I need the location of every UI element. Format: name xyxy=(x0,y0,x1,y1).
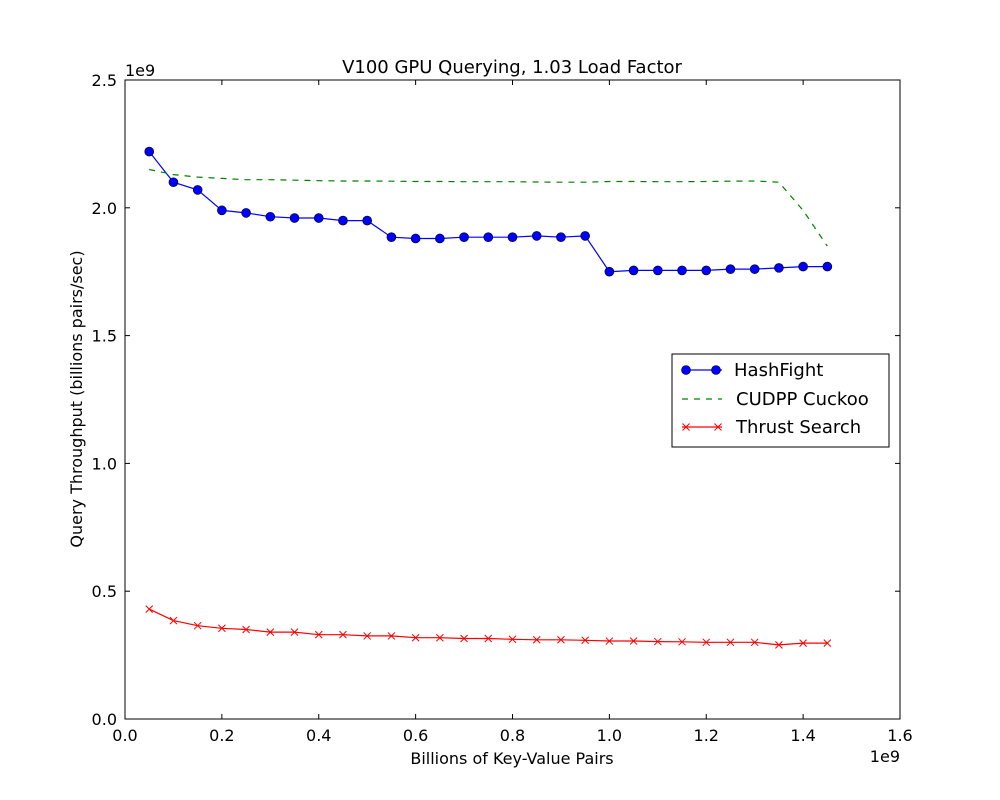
data-point-thrust-search xyxy=(605,637,614,645)
data-point-thrust-search xyxy=(775,641,783,649)
data-point-thrust-search xyxy=(314,630,323,639)
data-point-hashfight xyxy=(362,215,372,226)
data-point-hashfight xyxy=(435,233,445,244)
x-tick-labels: 0.0 0.2 0.4 0.6 0.8 1.0 1.2 1.4 1.6 xyxy=(112,726,912,745)
y-axis-label: Query Throughput (billions pairs/sec) xyxy=(67,250,86,547)
data-point-thrust-search xyxy=(726,638,735,647)
data-point-hashfight xyxy=(507,232,518,242)
legend-marker-thrust-search xyxy=(714,423,722,431)
data-point-thrust-search xyxy=(581,636,590,645)
legend-marker-thrust-search xyxy=(682,423,690,431)
data-point-hashfight xyxy=(386,232,397,242)
data-point-hashfight xyxy=(774,263,784,273)
y-tick-label: 2.0 xyxy=(92,199,117,218)
data-point-thrust-search xyxy=(484,634,493,643)
data-point-hashfight xyxy=(459,232,469,242)
data-point-hashfight xyxy=(798,261,808,272)
legend-marker-hashfight xyxy=(711,365,721,375)
data-point-thrust-search xyxy=(750,638,759,647)
data-point-thrust-search xyxy=(702,638,711,647)
data-point-thrust-search xyxy=(242,625,250,634)
data-point-hashfight xyxy=(701,265,712,276)
data-point-hashfight xyxy=(192,185,203,195)
x-tick-label: 1.4 xyxy=(790,726,815,745)
data-point-thrust-search xyxy=(145,605,154,613)
data-point-hashfight xyxy=(604,266,615,277)
data-point-thrust-search xyxy=(363,632,372,640)
legend: HashFight CUDPP Cuckoo Thrust Search xyxy=(671,353,890,448)
y-tick-label: 0.0 xyxy=(92,710,117,729)
data-point-hashfight xyxy=(338,215,348,226)
data-point-hashfight xyxy=(749,264,760,274)
legend-label-hashfight: HashFight xyxy=(734,360,823,381)
data-point-thrust-search xyxy=(799,639,807,647)
y-tick-label: 2.5 xyxy=(92,71,117,90)
data-point-thrust-search xyxy=(678,637,686,646)
data-point-hashfight xyxy=(556,232,566,242)
data-point-hashfight xyxy=(677,265,687,276)
data-point-thrust-search xyxy=(532,635,541,644)
data-point-hashfight xyxy=(822,261,833,272)
y-offset-label: 1e9 xyxy=(125,61,155,80)
data-point-thrust-search xyxy=(460,634,468,643)
chart-title: V100 GPU Querying, 1.03 Load Factor xyxy=(342,57,682,78)
y-tick-label: 1.0 xyxy=(92,454,117,473)
data-point-thrust-search xyxy=(508,635,517,644)
data-point-hashfight xyxy=(483,232,494,242)
data-point-thrust-search xyxy=(193,621,202,630)
data-point-thrust-search xyxy=(266,628,275,636)
data-point-hashfight xyxy=(653,265,663,276)
x-tick-label: 0.6 xyxy=(403,726,428,745)
data-point-hashfight xyxy=(217,205,227,216)
data-point-thrust-search xyxy=(387,632,396,640)
data-point-thrust-search xyxy=(629,637,638,645)
data-point-thrust-search xyxy=(435,633,444,642)
data-point-hashfight xyxy=(265,211,276,222)
x-tick-label: 1.2 xyxy=(694,726,719,745)
x-tick-label: 0.2 xyxy=(209,726,234,745)
data-point-thrust-search xyxy=(339,630,347,639)
data-point-hashfight xyxy=(725,264,736,274)
x-tick-label: 0.4 xyxy=(306,726,331,745)
x-offset-label: 1e9 xyxy=(870,747,900,766)
data-point-thrust-search xyxy=(823,639,832,647)
data-point-hashfight xyxy=(168,177,179,188)
x-tick-label: 1.6 xyxy=(887,726,912,745)
y-tick-labels: 0.0 0.5 1.0 1.5 2.0 2.5 xyxy=(92,71,117,729)
series-layer xyxy=(144,146,833,649)
data-point-hashfight xyxy=(313,213,324,223)
data-point-hashfight xyxy=(580,231,590,241)
data-point-hashfight xyxy=(241,208,251,218)
legend-label-cudpp-cuckoo: CUDPP Cuckoo xyxy=(736,389,869,410)
data-point-thrust-search xyxy=(653,637,662,646)
legend-marker-hashfight xyxy=(681,365,691,375)
data-point-thrust-search xyxy=(218,624,226,633)
series-line-cudpp-cuckoo xyxy=(149,168,828,247)
data-point-hashfight xyxy=(628,265,639,276)
plot-area xyxy=(124,79,901,720)
x-tick-label: 0.8 xyxy=(500,726,525,745)
x-axis-label: Billions of Key-Value Pairs xyxy=(410,749,613,768)
x-tick-label: 1.0 xyxy=(597,726,622,745)
data-point-thrust-search xyxy=(411,633,420,642)
legend-label-thrust-search: Thrust Search xyxy=(735,417,861,438)
data-point-thrust-search xyxy=(290,628,299,636)
data-point-thrust-search xyxy=(557,635,565,644)
y-tick-label: 1.5 xyxy=(92,327,117,346)
data-point-hashfight xyxy=(531,231,542,241)
x-tick-label: 0.0 xyxy=(112,726,137,745)
data-point-hashfight xyxy=(289,213,300,223)
data-point-hashfight xyxy=(144,146,155,157)
y-tick-label: 0.5 xyxy=(92,582,117,601)
data-point-thrust-search xyxy=(169,616,178,625)
data-point-hashfight xyxy=(410,233,421,244)
